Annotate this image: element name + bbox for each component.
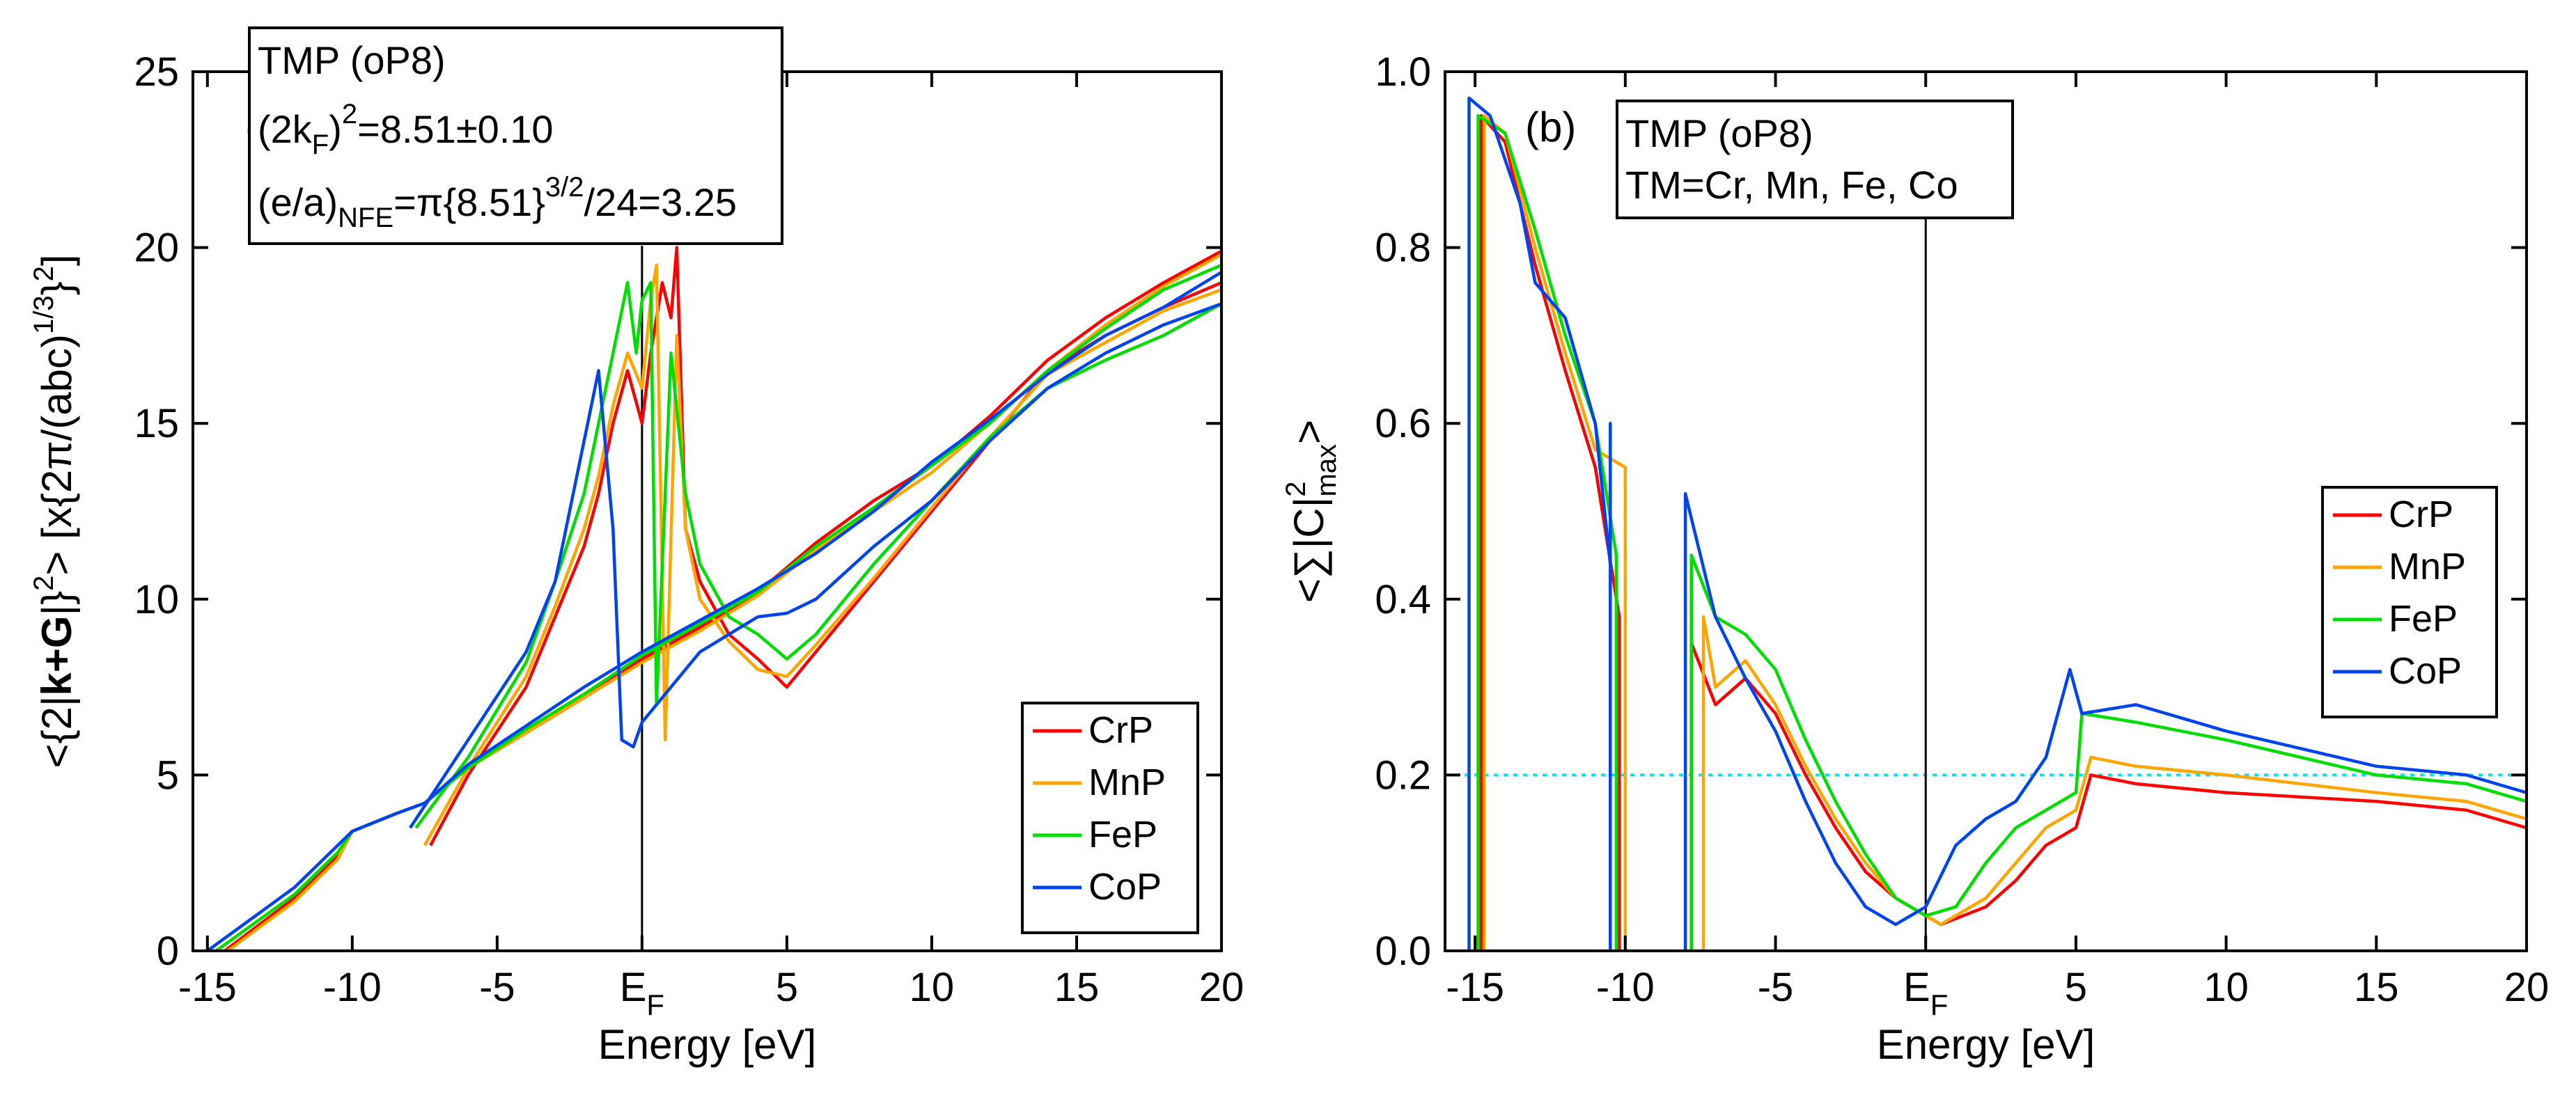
legend-label-fep: FeP [1088,814,1157,855]
y-tick-label: 0.4 [1375,577,1431,622]
annotation-line-2: TM=Cr, Mn, Fe, Co [1625,163,1958,207]
panel-a: -15 -10 -5 EF 5 10 15 20 0 5 10 15 20 25 Energy [eV] <{… [29,26,1244,1068]
x-tick-label: 15 [1054,965,1100,1010]
x-tick-label: 15 [2354,965,2399,1010]
legend-label-crp: CrP [1088,709,1153,751]
x-tick-label: 20 [2504,965,2550,1010]
legend-label-fep: FeP [2389,598,2458,640]
series-line-fep [1476,113,1618,951]
legend [1021,702,1199,934]
series-line-mnp [1482,113,1627,951]
x-tick-label: 10 [2203,965,2249,1010]
y-tick-label: 0.2 [1375,752,1431,798]
x-tick-label: -5 [1758,965,1794,1010]
series-line-cop [1683,491,2527,951]
y-tick-label: 0.8 [1375,226,1431,271]
legend-label-cop: CoP [2389,650,2462,692]
x-tick-label: EF [1903,965,1948,1021]
x-tick-label: 10 [910,965,955,1010]
x-tick-label: 20 [1199,965,1244,1010]
fermi-subscript: F [646,988,664,1021]
x-tick-label: 5 [2065,965,2087,1010]
x-tick-label: -15 [178,965,237,1010]
series-line-cop [409,302,1221,829]
plot-frame [1444,70,2528,952]
annotation-line-3: (e/a)NFE=π{8.51}3/2/24=3.25 [258,172,737,233]
series-line-fep [1689,553,2527,951]
y-tick-label: 0 [157,929,179,974]
series-group [1467,96,2527,951]
y-axis-label: <∑|C|2max> [1281,420,1342,603]
panel-label: (b) [1525,104,1576,150]
y-axis-label: <{2|k+G|}2> [x{2π/(abc)1/3}2] [29,254,80,768]
x-tick-label: EF [620,965,664,1021]
series-line-crp [1479,113,1621,951]
y-tick-label: 15 [134,401,179,446]
legend-label-mnp: MnP [1088,762,1166,803]
panel-b: -15 -10 -5 EF 5 10 15 20 0.0 0.2 0.4 0.6 0.8 1.0 Energ… [1281,49,2549,1068]
annotation-line-1: TMP (oP8) [258,38,446,82]
x-axis-label: Energy [eV] [598,1021,817,1068]
x-tick-label: -15 [1446,965,1504,1010]
annotation-line-2: (2kF)2=8.51±0.10 [258,99,554,160]
x-axis-label: Energy [eV] [1877,1021,2095,1068]
x-tick-label: -10 [323,965,382,1010]
legend-label-mnp: MnP [2389,546,2466,588]
x-tick-label: -10 [1596,965,1655,1010]
legend-label-cop: CoP [1088,866,1162,908]
series-line-cop [206,271,1221,951]
series-group [206,246,1221,951]
y-tick-label: 5 [157,752,179,798]
series-line-cop [1467,96,1612,951]
x-tick-label: 5 [776,965,798,1010]
series-line-fep [414,281,1221,829]
legend-label-crp: CrP [2389,494,2453,535]
fermi-subscript: F [1930,988,1949,1021]
y-tick-label: 0.0 [1375,929,1431,974]
y-tick-label: 0.6 [1375,401,1431,446]
series-line-mnp [1701,615,2527,951]
y-tick-label: 25 [134,49,179,95]
annotation-box [248,26,783,245]
y-tick-label: 10 [134,577,179,622]
annotation-line-1: TMP (oP8) [1625,111,1813,155]
y-tick-label: 20 [134,226,179,271]
legend [2321,486,2498,718]
annotation-box [1616,100,2014,219]
x-tick-label: -5 [479,965,515,1010]
y-tick-label: 1.0 [1375,49,1431,95]
